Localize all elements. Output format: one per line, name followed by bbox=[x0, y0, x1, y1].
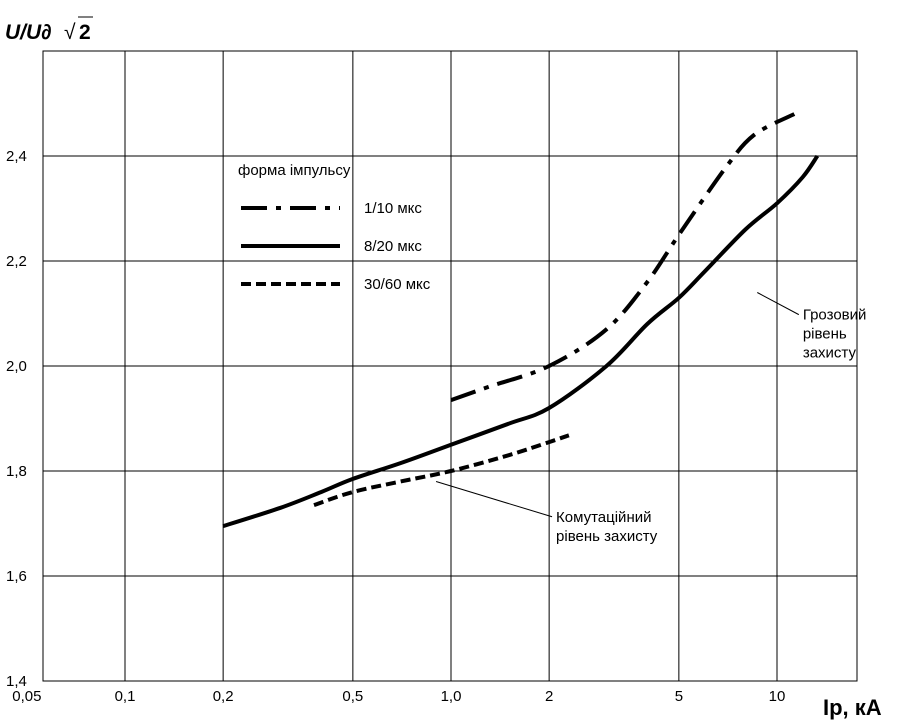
annotation-text: Комутаційний bbox=[556, 509, 651, 526]
y-tick-label: 2,4 bbox=[6, 148, 27, 165]
y-tick-label: 2,0 bbox=[6, 358, 27, 375]
x-tick-label: 0,5 bbox=[342, 688, 363, 705]
y-axis-label: U/U∂ bbox=[5, 21, 52, 44]
x-tick-label: 0,2 bbox=[213, 688, 234, 705]
legend-label-2: 8/20 мкс bbox=[364, 238, 422, 255]
x-tick-label: 2 bbox=[545, 688, 553, 705]
x-tick-label: 1,0 bbox=[441, 688, 462, 705]
y-tick-label: 1,8 bbox=[6, 463, 27, 480]
annotation-text: захисту bbox=[803, 345, 857, 362]
annotation-leader-2 bbox=[435, 481, 553, 518]
x-axis-label: Iр, кА bbox=[823, 695, 882, 720]
series-line-2 bbox=[222, 154, 820, 529]
x-tick-label: 0,05 bbox=[12, 688, 41, 705]
tick-labels: 0,05 0,1 0,2 0,5 1,0 2 5 10 1,4 1,6 1,8 2,0 2,2 2,4 bbox=[6, 148, 785, 705]
annotation-text: Грозовий bbox=[803, 307, 867, 324]
y-tick-label: 1,6 bbox=[6, 568, 27, 585]
y-tick-label: 2,2 bbox=[6, 253, 27, 270]
x-tick-label: 0,1 bbox=[115, 688, 136, 705]
legend: форма імпульсу 1/10 мкс 8/20 мкс 30/60 мкс bbox=[238, 162, 431, 293]
annotation-text: рівень bbox=[803, 326, 847, 343]
series-line-3 bbox=[313, 433, 570, 507]
sqrt-radicand: 2 bbox=[79, 21, 91, 44]
grid bbox=[42, 50, 858, 682]
series-lines bbox=[222, 112, 820, 529]
legend-title: форма імпульсу bbox=[238, 162, 351, 179]
x-tick-label: 10 bbox=[769, 688, 786, 705]
sqrt-symbol: √ bbox=[64, 21, 76, 44]
annotations: Грозовий рівень захисту Комутаційний рівень … bbox=[435, 292, 867, 545]
legend-label-1: 1/10 мкс bbox=[364, 200, 422, 217]
x-tick-label: 5 bbox=[675, 688, 683, 705]
annotation-leader-1 bbox=[757, 292, 800, 316]
legend-label-3: 30/60 мкс bbox=[364, 276, 431, 293]
y-tick-label: 1,4 bbox=[6, 673, 27, 690]
series-line-1 bbox=[450, 112, 796, 402]
axis-labels: U/U∂ √ 2Iр, кА bbox=[5, 16, 882, 720]
annotation-text: рівень захисту bbox=[556, 528, 658, 545]
